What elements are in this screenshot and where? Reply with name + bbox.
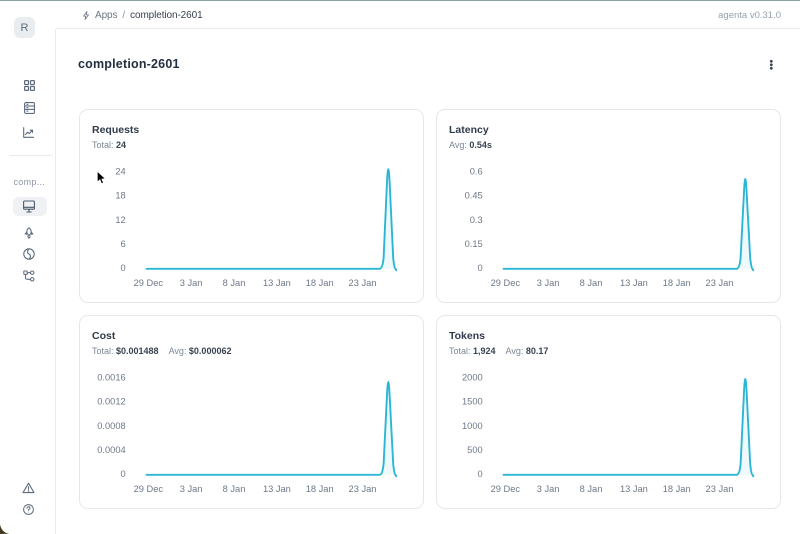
svg-text:8 Jan: 8 Jan xyxy=(223,484,246,494)
svg-text:3 Jan: 3 Jan xyxy=(537,278,560,288)
svg-text:23 Jan: 23 Jan xyxy=(349,278,377,288)
svg-text:0.0004: 0.0004 xyxy=(97,445,125,455)
svg-text:6: 6 xyxy=(121,239,126,249)
svg-text:13 Jan: 13 Jan xyxy=(263,278,291,288)
svg-text:2000: 2000 xyxy=(462,372,483,382)
svg-text:29 Dec: 29 Dec xyxy=(134,278,164,288)
svg-text:3 Jan: 3 Jan xyxy=(537,484,560,494)
svg-text:18: 18 xyxy=(115,191,125,201)
svg-text:24: 24 xyxy=(115,166,125,176)
svg-text:18 Jan: 18 Jan xyxy=(663,484,691,494)
svg-text:0.0008: 0.0008 xyxy=(97,421,125,431)
svg-text:1000: 1000 xyxy=(462,421,483,431)
svg-text:8 Jan: 8 Jan xyxy=(223,278,246,288)
svg-text:0.0016: 0.0016 xyxy=(97,372,125,382)
svg-text:500: 500 xyxy=(467,445,483,455)
svg-text:0: 0 xyxy=(478,263,483,273)
svg-text:29 Dec: 29 Dec xyxy=(134,484,164,494)
svg-text:3 Jan: 3 Jan xyxy=(180,484,203,494)
svg-text:29 Dec: 29 Dec xyxy=(491,278,521,288)
svg-text:3 Jan: 3 Jan xyxy=(180,278,203,288)
svg-text:8 Jan: 8 Jan xyxy=(580,484,603,494)
svg-text:0: 0 xyxy=(121,263,126,273)
svg-text:13 Jan: 13 Jan xyxy=(263,484,291,494)
svg-text:23 Jan: 23 Jan xyxy=(349,484,377,494)
svg-text:13 Jan: 13 Jan xyxy=(620,278,648,288)
svg-text:18 Jan: 18 Jan xyxy=(663,278,691,288)
svg-text:0.3: 0.3 xyxy=(470,215,483,225)
svg-text:23 Jan: 23 Jan xyxy=(706,278,734,288)
svg-text:18 Jan: 18 Jan xyxy=(306,484,334,494)
svg-text:1500: 1500 xyxy=(462,397,483,407)
svg-text:0: 0 xyxy=(121,469,126,479)
svg-text:0.45: 0.45 xyxy=(465,191,483,201)
svg-text:0.6: 0.6 xyxy=(470,166,483,176)
svg-text:12: 12 xyxy=(115,215,125,225)
svg-text:0.15: 0.15 xyxy=(465,239,483,249)
svg-text:29 Dec: 29 Dec xyxy=(491,484,521,494)
svg-text:0: 0 xyxy=(478,469,483,479)
svg-text:18 Jan: 18 Jan xyxy=(306,278,334,288)
svg-text:8 Jan: 8 Jan xyxy=(580,278,603,288)
svg-text:23 Jan: 23 Jan xyxy=(706,484,734,494)
svg-text:13 Jan: 13 Jan xyxy=(620,484,648,494)
svg-text:0.0012: 0.0012 xyxy=(97,397,125,407)
